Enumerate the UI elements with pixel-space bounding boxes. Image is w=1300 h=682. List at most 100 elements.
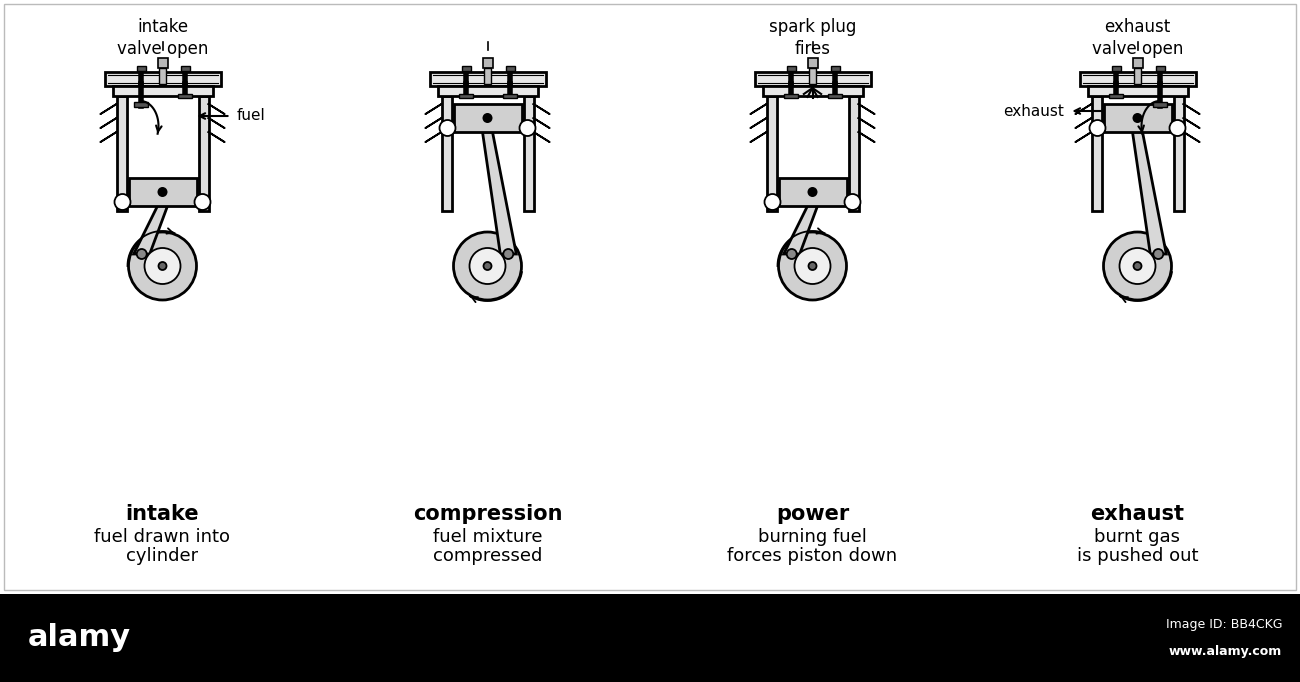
Bar bbox=[459, 94, 472, 98]
Text: burning fuel: burning fuel bbox=[758, 528, 867, 546]
Bar bbox=[1101, 96, 1174, 211]
Circle shape bbox=[469, 248, 506, 284]
Bar bbox=[181, 66, 190, 71]
Circle shape bbox=[1104, 232, 1171, 300]
Bar bbox=[503, 94, 516, 98]
Circle shape bbox=[807, 187, 818, 197]
Bar bbox=[199, 96, 208, 211]
Bar bbox=[104, 72, 221, 86]
Text: compressed: compressed bbox=[433, 547, 542, 565]
Bar bbox=[451, 96, 524, 211]
Circle shape bbox=[439, 120, 455, 136]
Bar bbox=[1079, 72, 1196, 86]
Circle shape bbox=[454, 232, 521, 300]
Bar bbox=[1174, 96, 1183, 211]
Text: alamy: alamy bbox=[29, 623, 131, 653]
Bar bbox=[0, 594, 1300, 682]
Text: www.alamy.com: www.alamy.com bbox=[1169, 644, 1282, 657]
Bar bbox=[786, 66, 796, 71]
Circle shape bbox=[482, 113, 493, 123]
Bar bbox=[1104, 104, 1171, 132]
Circle shape bbox=[144, 248, 181, 284]
Text: fuel drawn into: fuel drawn into bbox=[95, 528, 230, 546]
Bar bbox=[754, 72, 871, 86]
Bar bbox=[442, 96, 451, 211]
Circle shape bbox=[786, 249, 797, 259]
Text: fires: fires bbox=[794, 40, 831, 58]
Bar bbox=[134, 102, 147, 107]
Bar bbox=[429, 72, 546, 86]
Circle shape bbox=[1170, 120, 1186, 136]
Text: forces piston down: forces piston down bbox=[728, 547, 897, 565]
Circle shape bbox=[794, 248, 831, 284]
Bar bbox=[807, 58, 818, 68]
Text: burnt gas: burnt gas bbox=[1095, 528, 1180, 546]
Circle shape bbox=[1119, 248, 1156, 284]
Bar bbox=[849, 96, 858, 211]
Bar bbox=[126, 96, 199, 211]
Text: exhaust: exhaust bbox=[1002, 104, 1063, 119]
Circle shape bbox=[484, 262, 491, 270]
Circle shape bbox=[503, 249, 514, 259]
Bar bbox=[767, 96, 776, 211]
Bar bbox=[506, 66, 515, 71]
Bar bbox=[1134, 68, 1141, 84]
Text: power: power bbox=[776, 504, 849, 524]
Circle shape bbox=[1132, 113, 1143, 123]
Polygon shape bbox=[784, 206, 818, 254]
Text: spark plug: spark plug bbox=[768, 18, 857, 36]
Text: fuel: fuel bbox=[237, 108, 265, 123]
Circle shape bbox=[764, 194, 780, 210]
Circle shape bbox=[779, 232, 846, 300]
Bar bbox=[779, 178, 846, 206]
Polygon shape bbox=[482, 132, 516, 254]
Bar bbox=[454, 104, 521, 132]
Bar bbox=[462, 66, 471, 71]
Bar bbox=[482, 58, 493, 68]
Bar bbox=[809, 68, 816, 84]
Circle shape bbox=[129, 232, 196, 300]
Text: fuel mixture: fuel mixture bbox=[433, 528, 542, 546]
Bar bbox=[1092, 96, 1101, 211]
Text: compression: compression bbox=[413, 504, 562, 524]
Polygon shape bbox=[1132, 132, 1166, 254]
Circle shape bbox=[1153, 249, 1164, 259]
Bar bbox=[129, 178, 196, 206]
Bar bbox=[1156, 66, 1165, 71]
Bar bbox=[1153, 102, 1166, 107]
Bar bbox=[484, 68, 491, 84]
Bar bbox=[113, 86, 212, 96]
Bar bbox=[763, 86, 862, 96]
Bar bbox=[1109, 94, 1122, 98]
Text: exhaust: exhaust bbox=[1105, 18, 1170, 36]
Circle shape bbox=[1134, 262, 1141, 270]
Bar bbox=[776, 96, 849, 211]
Text: intake: intake bbox=[126, 504, 199, 524]
Bar bbox=[438, 86, 537, 96]
Bar bbox=[159, 68, 166, 84]
Bar bbox=[4, 4, 1296, 590]
Bar bbox=[524, 96, 533, 211]
Bar bbox=[136, 66, 146, 71]
Circle shape bbox=[520, 120, 536, 136]
Polygon shape bbox=[134, 206, 168, 254]
Bar bbox=[117, 96, 126, 211]
Bar bbox=[828, 94, 841, 98]
Text: cylinder: cylinder bbox=[126, 547, 199, 565]
Bar bbox=[1088, 86, 1187, 96]
Text: is pushed out: is pushed out bbox=[1076, 547, 1199, 565]
Circle shape bbox=[845, 194, 861, 210]
Bar bbox=[1112, 66, 1121, 71]
Circle shape bbox=[809, 262, 816, 270]
Circle shape bbox=[159, 262, 166, 270]
Text: intake: intake bbox=[136, 18, 188, 36]
Circle shape bbox=[1089, 120, 1105, 136]
Text: Image ID: BB4CKG: Image ID: BB4CKG bbox=[1166, 619, 1282, 632]
Text: valve open: valve open bbox=[117, 40, 208, 58]
Bar bbox=[178, 94, 191, 98]
Bar bbox=[157, 58, 168, 68]
Circle shape bbox=[114, 194, 130, 210]
Bar bbox=[784, 94, 797, 98]
Bar bbox=[831, 66, 840, 71]
Bar bbox=[1132, 58, 1143, 68]
